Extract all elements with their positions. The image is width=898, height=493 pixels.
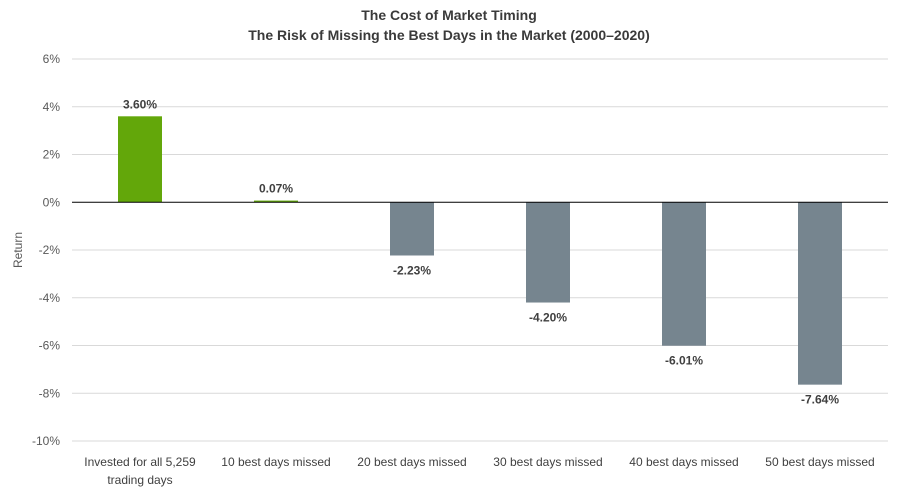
data-label: -2.23% — [393, 263, 431, 277]
bar — [118, 116, 162, 203]
y-tick-label: -2% — [39, 243, 61, 257]
y-tick-label: 0% — [43, 195, 61, 209]
chart-title-line-1: The Cost of Market Timing — [361, 7, 537, 23]
y-tick-label: -4% — [39, 291, 61, 305]
y-tick-label: 4% — [43, 100, 61, 114]
y-axis-tick-labels: 6% 4% 2% 0% -2% -4% -6% -8% -10% — [32, 52, 60, 448]
data-label: -6.01% — [665, 354, 703, 368]
bar — [662, 202, 706, 346]
y-tick-label: -10% — [32, 434, 60, 448]
category-label: 40 best days missed — [629, 455, 738, 469]
category-label: 10 best days missed — [221, 455, 330, 469]
y-tick-label: -6% — [39, 339, 61, 353]
category-label: 20 best days missed — [357, 455, 466, 469]
category-label: 50 best days missed — [765, 455, 874, 469]
category-label: 30 best days missed — [493, 455, 602, 469]
bar — [254, 200, 298, 203]
data-label: 0.07% — [259, 182, 293, 196]
category-labels: Invested for all 5,259 trading days 10 bes… — [84, 455, 874, 487]
gridlines — [72, 58, 888, 442]
chart-title: The Cost of Market Timing The Risk of Mi… — [248, 7, 649, 43]
bar — [798, 202, 842, 385]
y-tick-label: 2% — [43, 148, 61, 162]
data-label: -7.64% — [801, 393, 839, 407]
data-label: -4.20% — [529, 311, 567, 325]
y-axis-title: Return — [11, 232, 25, 268]
bar — [526, 202, 570, 303]
data-labels: 3.60% 0.07% -2.23% -4.20% -6.01% -7.64% — [123, 97, 839, 406]
category-label: trading days — [107, 473, 172, 487]
y-tick-label: -8% — [39, 386, 61, 400]
chart-title-line-2: The Risk of Missing the Best Days in the… — [248, 27, 649, 43]
bars — [118, 116, 842, 385]
bar — [390, 202, 434, 256]
category-label: Invested for all 5,259 — [84, 455, 196, 469]
data-label: 3.60% — [123, 97, 157, 111]
y-tick-label: 6% — [43, 52, 61, 66]
